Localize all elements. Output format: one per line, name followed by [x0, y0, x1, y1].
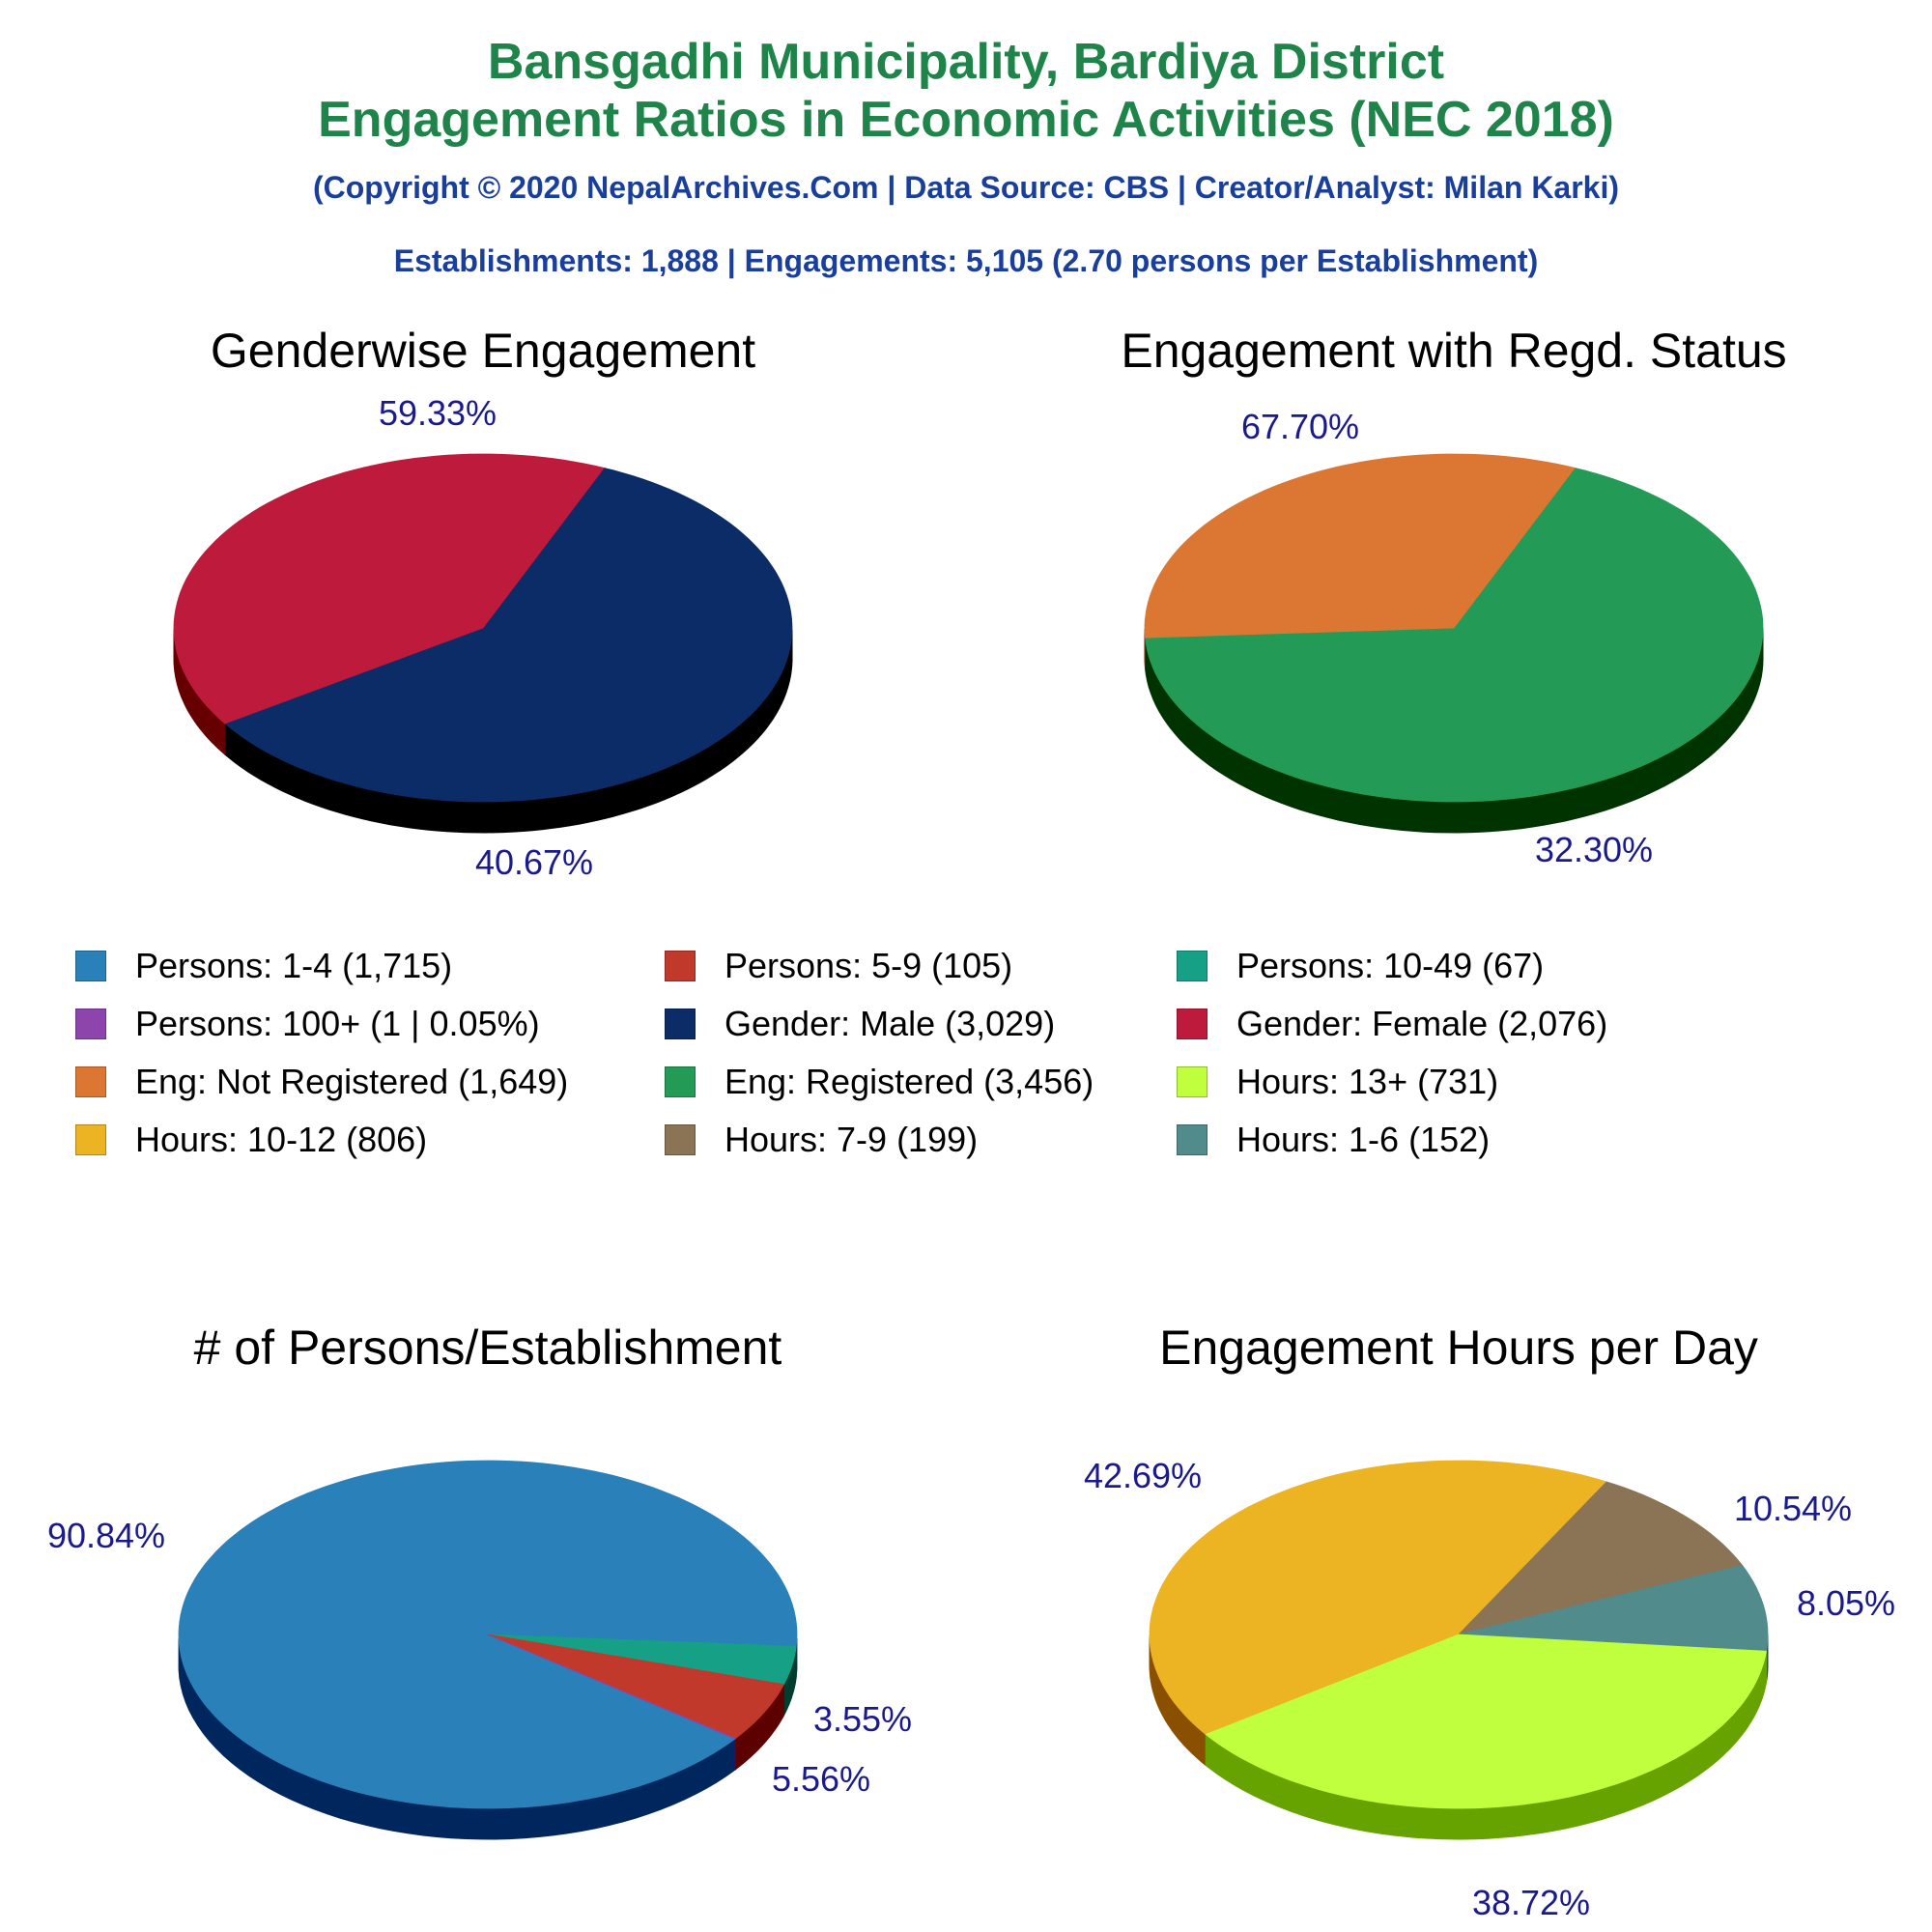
legend-item: Hours: 10-12 (806) [75, 1118, 427, 1162]
legend-label: Persons: 10-49 (67) [1236, 946, 1545, 985]
legend-swatch [75, 1124, 106, 1155]
pie-slice-persons-100- [487, 1634, 737, 1740]
pie-title: Engagement Hours per Day [1159, 1321, 1758, 1375]
legend-swatch [665, 951, 696, 981]
legend-swatch [75, 951, 106, 981]
pie-slice-persons-10-49 [487, 1634, 797, 1686]
legend-item: Persons: 100+ (1 | 0.05%) [75, 1002, 540, 1046]
pie-pct-label: 10.54% [1734, 1489, 1852, 1528]
pie-pct-label: 90.84% [47, 1516, 165, 1555]
summary-line: Establishments: 1,888 | Engagements: 5,1… [393, 243, 1539, 278]
legend-item: Gender: Female (2,076) [1177, 1002, 1607, 1046]
pie-sides [178, 1637, 798, 1840]
pie-slice-gender-male [224, 467, 793, 803]
legend-item: Persons: 10-49 (67) [1177, 944, 1544, 988]
legend-label: Hours: 13+ (731) [1236, 1062, 1499, 1101]
pie-slice-hours-1-6 [1458, 1564, 1769, 1652]
pie-slice-hours-13- [1205, 1634, 1767, 1809]
pie-chart-4: Engagement Hours per Day 42.69% 10.54% 8.05… [1084, 1321, 1895, 1922]
copyright-subtitle: (Copyright © 2020 NepalArchives.Com | Da… [312, 170, 1620, 205]
chart-title-line1: Bansgadhi Municipality, Bardiya District [487, 34, 1445, 90]
legend-item: Eng: Not Registered (1,649) [75, 1060, 568, 1104]
pie-pct-label: 40.67% [475, 842, 593, 882]
legend-label: Eng: Not Registered (1,649) [135, 1062, 569, 1101]
legend-item: Hours: 7-9 (199) [665, 1118, 978, 1162]
legend-swatch [75, 1066, 106, 1097]
pie-title: Engagement with Regd. Status [1121, 324, 1786, 378]
legend-swatch [1177, 1124, 1208, 1155]
pie-chart-1: Genderwise Engagement 59.33% 40.67% [173, 324, 793, 882]
legend-item: Hours: 13+ (731) [1177, 1060, 1498, 1104]
legend-item: Persons: 1-4 (1,715) [75, 944, 452, 988]
legend-label: Eng: Registered (3,456) [724, 1062, 1094, 1101]
pie-pct-label: 8.05% [1797, 1583, 1895, 1623]
pie-chart-2: Engagement with Regd. Status 67.70% 32.30% [1121, 324, 1786, 869]
pie-title: Genderwise Engagement [211, 324, 755, 378]
legend-label: Hours: 1-6 (152) [1236, 1120, 1491, 1159]
pie-slice-eng-not-registered [1144, 453, 1576, 639]
legend-label: Hours: 10-12 (806) [135, 1120, 428, 1159]
legend-item: Hours: 1-6 (152) [1177, 1118, 1490, 1162]
pie-slice-hours-10-12 [1149, 1460, 1607, 1735]
pie-pct-label: 42.69% [1084, 1456, 1202, 1495]
pie-top [1149, 1460, 1769, 1809]
legend-swatch [665, 1009, 696, 1039]
pie-side-persons-100- [734, 1738, 736, 1771]
legend-label: Persons: 1-4 (1,715) [135, 946, 453, 985]
legend-label: Persons: 5-9 (105) [724, 946, 1013, 985]
pie-slice-gender-female [173, 453, 605, 724]
legend-label: Hours: 7-9 (199) [724, 1120, 979, 1159]
pie-pct-label: 32.30% [1535, 830, 1653, 869]
pie-slice-hours-7-9 [1457, 1481, 1744, 1635]
legend-label: Persons: 100+ (1 | 0.05%) [135, 1004, 540, 1043]
pie-top [178, 1460, 798, 1809]
legend-item: Eng: Registered (3,456) [665, 1060, 1094, 1104]
legend-swatch [1177, 1066, 1208, 1097]
pie-pct-label: 3.55% [813, 1699, 912, 1739]
pie-pct-label: 38.72% [1472, 1883, 1590, 1922]
pie-chart-3: # of Persons/Establishment 90.84% 3.55% 5.5… [47, 1321, 912, 1840]
legend-item: Gender: Male (3,029) [665, 1002, 1055, 1046]
pie-slice-eng-registered [1145, 467, 1764, 803]
chart-title-line2: Engagement Ratios in Economic Activities… [318, 92, 1614, 148]
pie-top [1144, 453, 1764, 803]
pie-title: # of Persons/Establishment [194, 1321, 782, 1375]
legend-swatch [75, 1009, 106, 1039]
legend-label: Gender: Male (3,029) [724, 1004, 1056, 1043]
legend-label: Gender: Female (2,076) [1236, 1004, 1608, 1043]
legend-swatch [1177, 951, 1208, 981]
pie-pct-label: 5.56% [772, 1759, 870, 1799]
legend-swatch [665, 1124, 696, 1155]
legend-item: Persons: 5-9 (105) [665, 944, 1012, 988]
legend-swatch [665, 1066, 696, 1097]
pie-slice-persons-5-9 [487, 1634, 785, 1740]
pie-pct-label: 59.33% [379, 393, 497, 433]
pie-pct-label: 67.70% [1241, 407, 1359, 446]
legend-swatch [1177, 1009, 1208, 1039]
pie-top [173, 453, 793, 803]
